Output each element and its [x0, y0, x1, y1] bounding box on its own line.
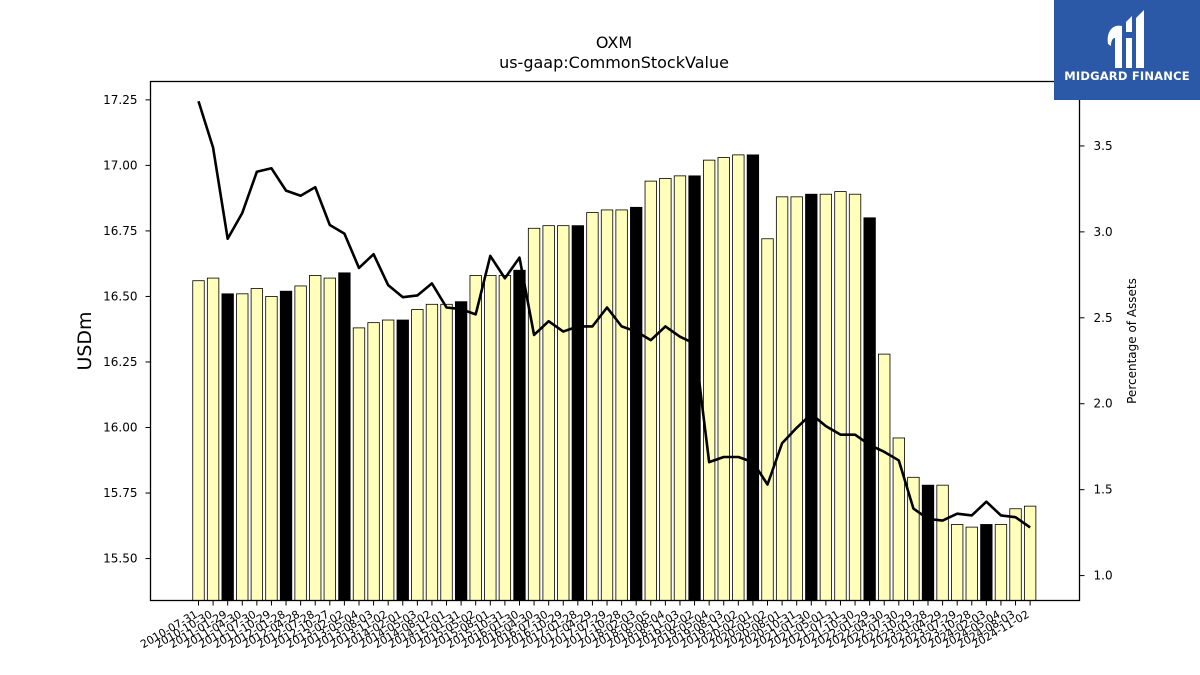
- y-tick-label: 15.75: [103, 486, 137, 500]
- bar-2020-02-01: [746, 154, 760, 601]
- bar-2016-07-30: [542, 225, 555, 601]
- bar-2016-01-30: [513, 269, 526, 601]
- x-axis: 2010-07-312010-10-302011-01-292011-04-30…: [138, 600, 1032, 651]
- bar-2023-10-28: [965, 526, 978, 601]
- bar-2020-05-02: [761, 238, 774, 601]
- chart-title: OXM: [596, 33, 632, 52]
- bar-2024-05-04: [994, 524, 1008, 601]
- bar-2023-07-29: [951, 524, 964, 601]
- plot-frame: [149, 80, 1081, 602]
- bar-2021-10-30: [848, 193, 862, 601]
- bar-2017-07-29: [600, 209, 614, 601]
- bar-2013-11-02: [382, 319, 395, 601]
- brand-name: MIDGARD FINANCE: [1064, 69, 1190, 83]
- bar-2016-10-29: [557, 225, 570, 601]
- bar-2022-04-30: [878, 353, 891, 601]
- y2-tick-label: 3.0: [1094, 225, 1113, 239]
- bar-2013-08-03: [367, 322, 380, 601]
- bar-2023-01-28: [921, 484, 935, 601]
- bar-2018-11-03: [673, 175, 687, 601]
- y2-tick-label: 3.5: [1094, 139, 1113, 153]
- bar-2021-05-01: [819, 193, 833, 601]
- bar-2014-08-02: [425, 303, 439, 601]
- bar-2013-02-02: [338, 272, 351, 601]
- bar-2012-10-27: [323, 277, 336, 601]
- bar-2017-04-29: [586, 212, 599, 601]
- bar-2011-07-30: [250, 288, 264, 601]
- bar-2024-11-02: [1023, 505, 1037, 601]
- bar-2018-02-03: [630, 206, 643, 601]
- bar-2014-02-01: [396, 319, 409, 601]
- bar-2021-01-30: [805, 193, 818, 601]
- bar-2017-01-28: [571, 225, 584, 601]
- bar-2022-01-29: [863, 217, 876, 601]
- bar-2014-11-01: [440, 303, 453, 601]
- bar-2012-01-28: [279, 290, 293, 601]
- y2-tick-label: 2.5: [1094, 311, 1113, 325]
- bar-2010-10-30: [206, 277, 220, 601]
- bar-2021-07-31: [834, 191, 847, 601]
- bar-2019-11-02: [732, 154, 745, 601]
- midgard-logo-icon: [1107, 10, 1144, 68]
- bar-2011-01-29: [221, 293, 234, 601]
- y-axis-label-left: USDm: [74, 311, 96, 370]
- bar-2015-05-02: [469, 275, 482, 601]
- bar-2011-10-29: [265, 296, 278, 601]
- line-group: [197, 100, 1031, 529]
- bar-2020-10-31: [790, 196, 803, 601]
- y-axis-right: 1.0 1.5 2.0 2.5 3.0 3.5: [1079, 139, 1113, 583]
- bar-2014-05-03: [411, 309, 424, 601]
- y-tick-label: 16.00: [103, 421, 137, 435]
- bar-2018-08-04: [659, 178, 672, 601]
- y-tick-label: 15.50: [103, 552, 137, 566]
- y-axis-label-right: Percentage of Assets: [1125, 278, 1139, 404]
- y2-tick-label: 1.0: [1094, 569, 1113, 583]
- brand-logo: MIDGARD FINANCE: [1054, 0, 1200, 100]
- bar-2019-08-03: [717, 157, 730, 601]
- chart-subtitle: us-gaap:CommonStockValue: [499, 53, 729, 72]
- bar-2019-05-04: [703, 159, 716, 601]
- bar-2012-07-28: [309, 275, 322, 601]
- bar-2016-04-30: [527, 227, 541, 601]
- bar-2024-02-03: [980, 524, 993, 601]
- y2-tick-label: 2.0: [1094, 397, 1113, 411]
- bar-2018-05-05: [644, 180, 657, 601]
- series-line-percentage: [197, 100, 1031, 529]
- bar-2010-07-31: [192, 280, 205, 601]
- bar-2013-05-04: [352, 327, 366, 601]
- bar-2019-02-02: [688, 175, 701, 601]
- bar-2023-04-29: [936, 484, 949, 601]
- bar-2020-08-01: [775, 196, 789, 601]
- y2-tick-label: 1.5: [1094, 483, 1113, 497]
- bar-2024-08-03: [1009, 508, 1022, 601]
- bar-2011-04-30: [236, 293, 249, 601]
- y-tick-label: 17.25: [103, 93, 137, 107]
- bar-2012-04-28: [294, 285, 307, 601]
- bar-2015-01-31: [454, 301, 468, 601]
- y-tick-label: 16.25: [103, 355, 137, 369]
- bar-group: [192, 154, 1037, 601]
- y-tick-label: 16.50: [103, 289, 137, 303]
- y-axis-left: 15.50 15.75 16.00 16.25 16.50 16.75 17.00 17.25: [103, 93, 151, 566]
- bar-2017-10-28: [615, 209, 628, 601]
- bar-2015-10-31: [498, 275, 512, 601]
- y-tick-label: 17.00: [103, 158, 137, 172]
- bar-2015-08-01: [484, 275, 497, 601]
- y-tick-label: 16.75: [103, 224, 137, 238]
